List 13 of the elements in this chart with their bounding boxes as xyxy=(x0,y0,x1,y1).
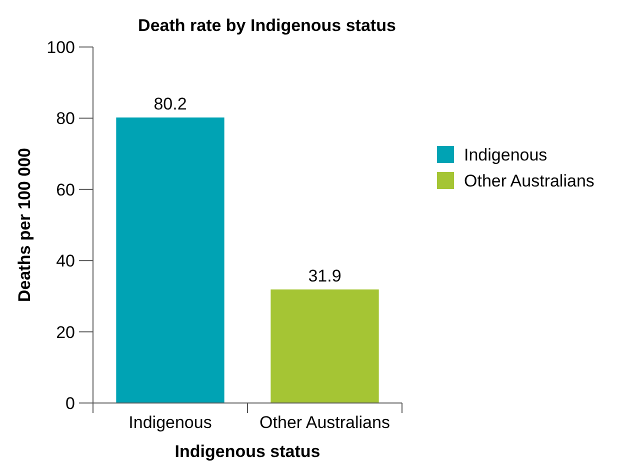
data-label: 31.9 xyxy=(308,266,342,286)
data-label: 80.2 xyxy=(154,94,187,114)
y-axis-title: Deaths per 100 000 xyxy=(15,148,34,302)
y-tick-label: 100 xyxy=(46,38,75,57)
legend-label: Other Australians xyxy=(464,171,594,190)
y-tick-label: 80 xyxy=(56,109,75,128)
y-tick-label: 0 xyxy=(66,394,75,413)
x-axis-title: Indigenous status xyxy=(174,442,320,461)
y-tick-label: 20 xyxy=(56,322,75,342)
chart-title: Death rate by Indigenous status xyxy=(138,16,396,35)
y-tick-label: 40 xyxy=(56,252,75,271)
y-tick-label: 60 xyxy=(56,180,75,200)
legend-label: Indigenous xyxy=(464,145,548,164)
